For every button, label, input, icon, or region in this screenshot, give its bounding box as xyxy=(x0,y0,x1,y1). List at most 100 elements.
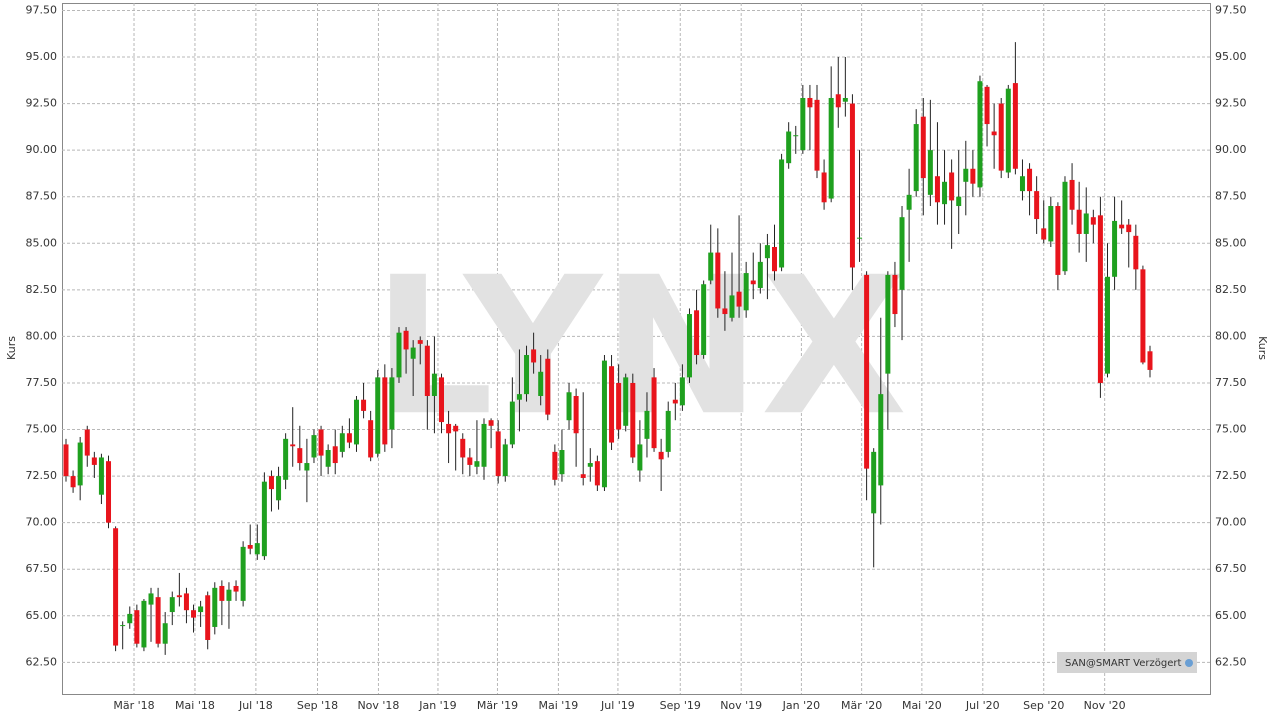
x-tick-label: Jan '20 xyxy=(782,699,820,712)
y-tick-label: 92.50 xyxy=(26,97,58,110)
candle-body xyxy=(708,252,714,281)
candle-body xyxy=(573,395,579,434)
candle-body xyxy=(878,394,884,486)
candle-body xyxy=(743,273,749,311)
x-tick-label: Nov '19 xyxy=(720,699,762,712)
candle-body xyxy=(1076,209,1082,234)
candle-body xyxy=(665,410,671,452)
candle-body xyxy=(474,461,480,467)
candle-body xyxy=(155,597,161,644)
candle-body xyxy=(949,172,955,201)
x-tick-label: Jul '20 xyxy=(965,699,1000,712)
y2-tick-label: 75.00 xyxy=(1215,423,1247,436)
candle-body xyxy=(864,274,870,469)
candle-body xyxy=(311,435,317,458)
x-tick-label: Mai '20 xyxy=(902,699,942,712)
candle-body xyxy=(651,377,657,449)
candle-body xyxy=(1097,215,1103,383)
candle-body xyxy=(353,399,359,445)
candle-body xyxy=(396,332,402,378)
candle-body xyxy=(1083,213,1089,234)
x-tick-label: Jul '19 xyxy=(600,699,635,712)
candle-body xyxy=(750,280,756,285)
candle-body xyxy=(502,444,508,477)
y-axis-label: Kurs xyxy=(5,336,18,360)
candle-body xyxy=(63,444,69,477)
x-tick-label: Mai '18 xyxy=(175,699,215,712)
y2-tick-label: 67.50 xyxy=(1215,562,1247,575)
candle-body xyxy=(509,401,515,445)
candle-body xyxy=(1104,276,1110,374)
y-tick-label: 70.00 xyxy=(26,516,58,529)
candle-body xyxy=(736,291,742,307)
candle-body xyxy=(616,382,622,430)
candle-body xyxy=(254,543,260,555)
x-tick-label: Nov '20 xyxy=(1084,699,1126,712)
y-tick-label: 62.50 xyxy=(26,655,58,668)
y-tick-label: 72.50 xyxy=(26,469,58,482)
candle-body xyxy=(672,399,678,404)
candle-body xyxy=(807,97,813,108)
candle-body xyxy=(516,394,522,400)
candle-body xyxy=(198,606,204,613)
candle-body xyxy=(821,172,827,203)
candle-body xyxy=(552,451,558,480)
y2-tick-label: 82.50 xyxy=(1215,283,1247,296)
candle-body xyxy=(545,358,551,415)
x-tick-label: Mär '18 xyxy=(113,699,154,712)
candle-body xyxy=(942,181,948,205)
candle-body xyxy=(169,597,175,613)
candle-body xyxy=(453,425,459,432)
candle-body xyxy=(1140,269,1146,363)
candle-body xyxy=(283,438,289,480)
x-tick-label: Sep '19 xyxy=(660,699,701,712)
candle-body xyxy=(1119,224,1125,229)
y2-tick-label: 72.50 xyxy=(1215,469,1247,482)
candle-body xyxy=(77,442,83,486)
candle-body xyxy=(956,196,962,207)
candle-body xyxy=(481,423,487,467)
candle-body xyxy=(927,150,933,195)
candle-body xyxy=(722,308,728,315)
candle-body xyxy=(417,340,423,344)
x-tick-label: Mai '19 xyxy=(538,699,578,712)
candle-body xyxy=(410,347,416,359)
y-tick-label: 85.00 xyxy=(26,236,58,249)
candle-body xyxy=(183,593,189,611)
x-tick-label: Nov '18 xyxy=(357,699,399,712)
candle-body xyxy=(637,444,643,471)
candle-body xyxy=(488,420,494,426)
candle-body xyxy=(757,261,763,288)
candle-body xyxy=(346,433,352,443)
candle-body xyxy=(892,274,898,315)
y2-tick-label: 95.00 xyxy=(1215,50,1247,63)
candle-body xyxy=(113,528,119,646)
candle-body xyxy=(594,461,600,486)
candle-body xyxy=(439,377,445,423)
candle-body xyxy=(1147,351,1153,370)
candle-body xyxy=(1027,168,1033,192)
candle-body xyxy=(1005,88,1011,173)
candle-body xyxy=(729,295,735,318)
candle-body xyxy=(686,314,692,378)
candle-body xyxy=(779,159,785,268)
y-tick-label: 97.50 xyxy=(26,3,58,16)
y-tick-label: 67.50 xyxy=(26,562,58,575)
candle-body xyxy=(793,135,799,137)
candle-body xyxy=(219,585,225,601)
candle-body xyxy=(679,377,685,406)
candle-body xyxy=(623,377,629,426)
candle-body xyxy=(609,366,615,443)
candle-body xyxy=(913,124,919,192)
badge: SAN@SMART Verzögert xyxy=(1065,658,1181,669)
candle-body xyxy=(991,131,997,136)
candle-body xyxy=(98,457,104,495)
candle-body xyxy=(1034,191,1040,220)
y2-tick-label: 80.00 xyxy=(1215,329,1247,342)
candle-body xyxy=(566,392,572,421)
candle-body xyxy=(1041,228,1047,240)
candle-body xyxy=(297,448,303,464)
candle-body xyxy=(375,377,381,454)
candle-body xyxy=(580,474,586,478)
candle-body xyxy=(906,194,912,210)
